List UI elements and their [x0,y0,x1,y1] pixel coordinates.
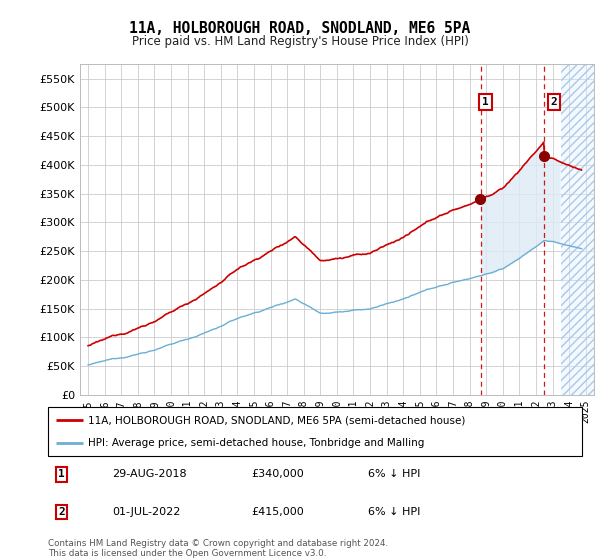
Text: 1: 1 [482,97,489,107]
HPI: Average price, semi-detached house, Tonbridge and Malling: (2.02e+03, 2.68e+05): Average price, semi-detached house, Tonb… [541,237,548,244]
11A, HOLBOROUGH ROAD, SNODLAND, ME6 5PA (semi-detached house) [456,205,463,212]
Text: 2: 2 [58,507,65,517]
Text: 6% ↓ HPI: 6% ↓ HPI [368,507,421,517]
11A, HOLBOROUGH ROAD, SNODLAND, ME6 5PA (semi-detached house) [578,167,585,174]
11A, HOLBOROUGH ROAD, SNODLAND, ME6 5PA (semi-detached house) [376,245,383,252]
Text: £415,000: £415,000 [251,507,304,517]
Text: 1: 1 [58,469,65,479]
HPI: Average price, semi-detached house, Tonbridge and Malling: (2.01e+03, 1.54e+05): Average price, semi-detached house, Tonb… [376,303,383,310]
Line: 11A, HOLBOROUGH ROAD, SNODLAND, ME6 5PA (semi-detached house): 11A, HOLBOROUGH ROAD, SNODLAND, ME6 5PA … [88,142,581,346]
11A, HOLBOROUGH ROAD, SNODLAND, ME6 5PA (semi-detached house) [85,342,92,349]
HPI: Average price, semi-detached house, Tonbridge and Malling: (2e+03, 9.03e+04): Average price, semi-detached house, Tonb… [172,339,179,346]
Bar [561,64,594,395]
11A, HOLBOROUGH ROAD, SNODLAND, ME6 5PA (semi-detached house) [540,139,547,146]
11A, HOLBOROUGH ROAD, SNODLAND, ME6 5PA (semi-detached house) [308,248,315,255]
HPI: Average price, semi-detached house, Tonbridge and Malling: (2e+03, 1.15e+05): Average price, semi-detached house, Tonb… [211,325,218,332]
Text: 2: 2 [551,97,557,107]
Text: £340,000: £340,000 [251,469,304,479]
11A, HOLBOROUGH ROAD, SNODLAND, ME6 5PA (semi-detached house) [414,225,421,231]
Bar [561,64,594,395]
Text: 6% ↓ HPI: 6% ↓ HPI [368,469,421,479]
Text: Price paid vs. HM Land Registry's House Price Index (HPI): Price paid vs. HM Land Registry's House … [131,35,469,48]
HPI: Average price, semi-detached house, Tonbridge and Malling: (2e+03, 5.2e+04): Average price, semi-detached house, Tonb… [85,362,92,368]
Text: 11A, HOLBOROUGH ROAD, SNODLAND, ME6 5PA: 11A, HOLBOROUGH ROAD, SNODLAND, ME6 5PA [130,21,470,36]
11A, HOLBOROUGH ROAD, SNODLAND, ME6 5PA (semi-detached house) [211,283,218,290]
Text: 29-AUG-2018: 29-AUG-2018 [112,469,187,479]
Text: 01-JUL-2022: 01-JUL-2022 [112,507,181,517]
HPI: Average price, semi-detached house, Tonbridge and Malling: (2.02e+03, 1.98e+05): Average price, semi-detached house, Tonb… [456,278,463,284]
HPI: Average price, semi-detached house, Tonbridge and Malling: (2.01e+03, 1.77e+05): Average price, semi-detached house, Tonb… [414,290,421,297]
HPI: Average price, semi-detached house, Tonbridge and Malling: (2.01e+03, 1.52e+05): Average price, semi-detached house, Tonb… [308,304,315,311]
Text: 11A, HOLBOROUGH ROAD, SNODLAND, ME6 5PA (semi-detached house): 11A, HOLBOROUGH ROAD, SNODLAND, ME6 5PA … [88,416,466,426]
Text: HPI: Average price, semi-detached house, Tonbridge and Malling: HPI: Average price, semi-detached house,… [88,438,424,448]
HPI: Average price, semi-detached house, Tonbridge and Malling: (2.02e+03, 2.54e+05): Average price, semi-detached house, Tonb… [578,245,585,252]
Line: HPI: Average price, semi-detached house, Tonbridge and Malling: HPI: Average price, semi-detached house,… [88,241,581,365]
Text: Contains HM Land Registry data © Crown copyright and database right 2024.
This d: Contains HM Land Registry data © Crown c… [48,539,388,558]
11A, HOLBOROUGH ROAD, SNODLAND, ME6 5PA (semi-detached house) [172,306,179,313]
